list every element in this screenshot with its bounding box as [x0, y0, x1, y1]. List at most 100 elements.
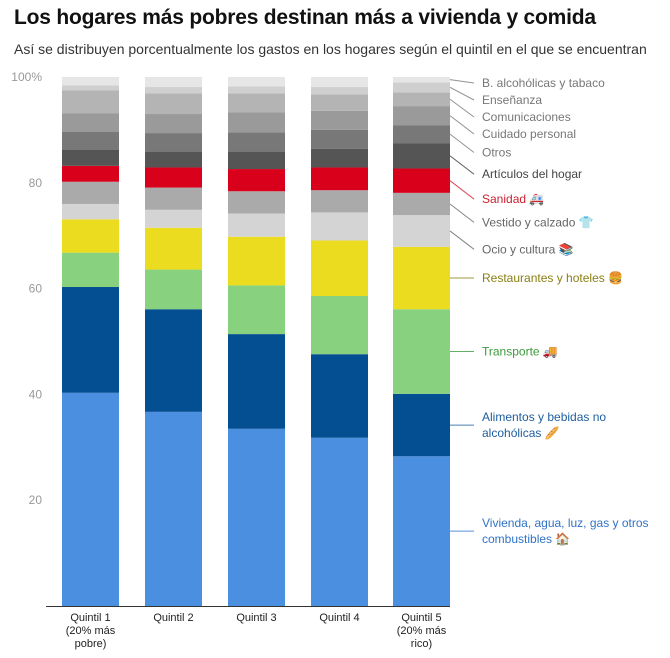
bar-segment — [228, 93, 285, 113]
legend-label: Cuidado personal — [482, 127, 576, 141]
legend-label: Ocio y cultura 📚 — [482, 242, 574, 256]
bar-segment — [62, 77, 119, 86]
bar-segment — [311, 87, 368, 95]
bar-segment — [145, 227, 202, 270]
bar-segment — [311, 190, 368, 213]
bar-segment — [145, 151, 202, 168]
bar-segment — [228, 169, 285, 192]
chart-title: Los hogares más pobres destinan más a vi… — [14, 6, 596, 29]
bar-segment — [145, 187, 202, 210]
legend-leader-line — [449, 115, 475, 135]
legend-label: Vivienda, agua, luz, gas y otros combusti… — [482, 516, 649, 546]
legend-label: B. alcohólicas y tabaco — [482, 76, 605, 90]
bar-segment — [228, 112, 285, 133]
bar-segment — [393, 143, 450, 169]
bar-segment — [311, 167, 368, 191]
bar-segment — [311, 240, 368, 297]
bar-segment — [228, 334, 285, 429]
bar-segment — [145, 209, 202, 228]
bar-segment — [393, 309, 450, 394]
y-tick-label: 80 — [29, 176, 43, 190]
bar-segment — [228, 213, 285, 237]
bar-segment — [393, 393, 450, 457]
bar-segment — [145, 411, 202, 606]
bar-segment — [62, 219, 119, 253]
bar-segment — [228, 132, 285, 152]
bar-segment — [311, 129, 368, 149]
legend-leader-line — [449, 155, 475, 175]
bar-segment — [311, 77, 368, 88]
bar-segment — [393, 92, 450, 107]
x-tick-label: Quintil 2 — [153, 612, 193, 624]
legend-leader-line — [449, 79, 475, 84]
bar-segment — [311, 94, 368, 111]
bar-segment — [145, 77, 202, 88]
y-tick-label: 20 — [29, 493, 43, 507]
x-tick-label: Quintil 4 — [319, 612, 359, 624]
bar-segment — [62, 252, 119, 288]
legend-leader-line — [449, 133, 475, 153]
legend-leader-line — [449, 86, 475, 101]
bar-segment — [228, 285, 285, 335]
x-tick-label: Quintil 3 — [236, 612, 276, 624]
bar-segment — [393, 215, 450, 247]
x-tick-label: Quintil 5 (20% más rico) — [397, 612, 447, 650]
bar-segment — [228, 428, 285, 606]
bar-segment — [311, 296, 368, 355]
chart-subtitle: Así se distribuyen porcentualmente los g… — [14, 41, 647, 57]
legend-leader-line — [449, 180, 475, 200]
bar-segment — [311, 354, 368, 438]
bar-segment — [311, 437, 368, 606]
bar-segment — [393, 125, 450, 144]
legend-label: Alimentos y bebidas no alcohólicas 🥖 — [482, 410, 606, 440]
bar-segment — [228, 236, 285, 286]
bar-segment — [393, 246, 450, 310]
bar-segment — [62, 132, 119, 151]
y-tick-label: 40 — [29, 387, 43, 401]
bar-segment — [145, 309, 202, 412]
bar-segment — [311, 148, 368, 168]
bar-segment — [393, 82, 450, 93]
bar-segment — [228, 151, 285, 170]
bar-segment — [62, 181, 119, 204]
bar-segment — [228, 191, 285, 214]
bar-segment — [393, 192, 450, 216]
y-tick-label: 100% — [11, 70, 42, 84]
bar-segment — [62, 165, 119, 182]
bar-segment — [145, 269, 202, 310]
bar-segment — [145, 114, 202, 134]
bar-segment — [393, 106, 450, 126]
legend-label: Sanidad 🚑 — [482, 192, 544, 206]
legend-label: Artículos del hogar — [482, 167, 582, 181]
legend-label: Vestido y calzado 👕 — [482, 215, 594, 229]
legend-label: Restaurantes y hoteles 🍔 — [482, 271, 623, 285]
bar-segment — [62, 113, 119, 133]
bar-segment — [62, 392, 119, 606]
bar-segment — [145, 93, 202, 115]
bar-segment — [62, 203, 119, 220]
legend-label: Transporte 🚚 — [482, 345, 558, 359]
legend-label: Comunicaciones — [482, 110, 571, 124]
bar-segment — [393, 456, 450, 606]
bar-segment — [393, 168, 450, 193]
bar-segment — [62, 287, 119, 393]
bar-segment — [145, 87, 202, 94]
x-tick-label: Quintil 1 (20% más pobre) — [66, 612, 116, 650]
legend-label: Otros — [482, 146, 511, 160]
bar-segment — [228, 77, 285, 87]
bar-segment — [62, 90, 119, 114]
legend-leader-line — [449, 230, 475, 250]
bar-segment — [62, 150, 119, 166]
y-tick-label: 60 — [29, 282, 43, 296]
legend-label: Enseñanza — [482, 93, 542, 107]
legend-leader-line — [449, 203, 475, 223]
bar-segment — [145, 133, 202, 152]
legend-leader-line — [449, 98, 475, 118]
bar-segment — [228, 86, 285, 94]
bar-segment — [393, 77, 450, 83]
bar-segment — [145, 167, 202, 188]
bar-segment — [62, 85, 119, 91]
bar-segment — [311, 110, 368, 130]
bar-segment — [311, 212, 368, 241]
